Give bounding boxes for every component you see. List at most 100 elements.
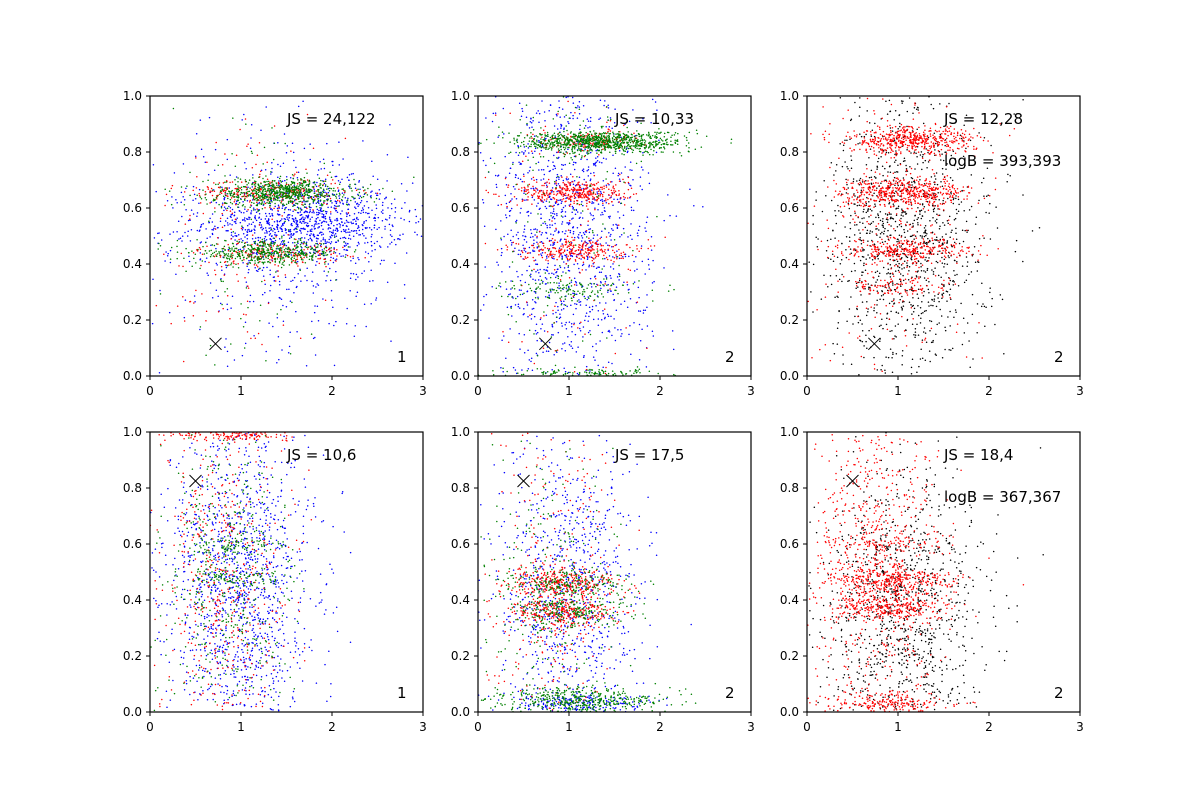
data-point <box>262 242 265 245</box>
data-point <box>584 251 587 253</box>
data-point <box>583 233 586 236</box>
data-point <box>327 223 329 226</box>
data-point <box>394 216 396 219</box>
data-point <box>511 315 513 317</box>
data-point <box>297 273 299 275</box>
data-point <box>215 262 218 265</box>
data-point <box>230 197 233 199</box>
data-point <box>565 254 567 257</box>
data-point <box>355 273 358 276</box>
data-point <box>570 111 572 114</box>
data-point <box>270 208 272 210</box>
data-point <box>597 318 600 320</box>
data-point <box>265 238 268 241</box>
data-point <box>330 253 332 256</box>
data-point <box>506 246 509 248</box>
data-point <box>544 251 546 254</box>
data-point <box>313 235 315 238</box>
data-point <box>629 246 631 249</box>
data-point <box>279 244 281 246</box>
data-point <box>519 253 522 256</box>
data-point <box>317 284 320 286</box>
data-point <box>509 167 512 170</box>
data-point <box>636 268 638 271</box>
data-point <box>592 262 594 265</box>
data-point <box>630 353 632 355</box>
data-point <box>540 149 543 152</box>
data-point <box>271 257 274 260</box>
data-point <box>308 211 311 214</box>
data-point <box>283 187 285 189</box>
data-point <box>543 268 545 271</box>
data-point <box>285 244 288 247</box>
data-point <box>601 162 603 164</box>
data-point <box>500 220 502 222</box>
data-point <box>620 328 622 331</box>
data-point <box>543 182 546 185</box>
data-point <box>300 195 302 198</box>
data-point <box>582 232 585 234</box>
data-point <box>648 268 651 270</box>
data-point <box>207 274 209 277</box>
data-point <box>281 230 284 232</box>
data-point <box>317 197 320 200</box>
data-point <box>335 193 338 195</box>
data-point <box>237 177 239 179</box>
data-point <box>631 238 633 240</box>
data-point <box>296 190 298 193</box>
data-point <box>211 252 214 255</box>
data-point <box>553 213 556 215</box>
data-point <box>316 250 319 253</box>
data-point <box>533 290 536 293</box>
data-point <box>544 119 546 122</box>
data-point <box>415 222 417 224</box>
data-point <box>279 199 281 202</box>
data-point <box>563 367 565 369</box>
data-point <box>519 348 521 350</box>
data-point <box>241 204 244 207</box>
data-point <box>251 199 254 201</box>
data-point <box>167 252 169 255</box>
data-point <box>317 195 320 198</box>
data-point <box>238 210 241 212</box>
data-point <box>273 250 276 253</box>
data-point <box>308 182 311 185</box>
data-point <box>592 202 595 204</box>
data-point <box>630 223 632 225</box>
data-point <box>259 260 261 263</box>
data-point <box>190 209 193 211</box>
data-point <box>261 192 263 194</box>
data-point <box>213 251 216 254</box>
data-point <box>311 320 313 323</box>
data-point <box>234 235 236 237</box>
data-point <box>347 208 349 211</box>
data-point <box>285 203 288 206</box>
data-point <box>663 219 665 222</box>
data-point <box>610 315 612 318</box>
data-point <box>420 235 423 237</box>
data-point <box>577 234 580 236</box>
data-point <box>299 218 301 221</box>
data-point <box>536 188 538 190</box>
data-point <box>553 243 555 245</box>
data-point <box>315 202 318 205</box>
data-point <box>586 149 589 152</box>
data-point <box>511 241 513 244</box>
data-point <box>603 284 605 287</box>
data-point <box>373 242 376 245</box>
data-point <box>574 192 577 195</box>
data-point <box>249 147 252 149</box>
data-point <box>605 302 607 304</box>
data-point <box>574 280 577 283</box>
data-point <box>300 200 302 203</box>
data-point <box>517 154 520 156</box>
data-point <box>235 263 237 265</box>
data-point <box>222 195 225 197</box>
data-point <box>572 217 574 219</box>
data-point <box>530 229 532 231</box>
data-point <box>223 224 226 227</box>
data-point <box>306 179 309 181</box>
data-point <box>240 188 243 191</box>
data-point <box>565 241 568 244</box>
data-point <box>301 246 303 249</box>
